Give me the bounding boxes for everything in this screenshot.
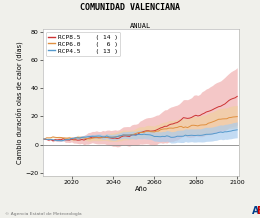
Title: ANUAL: ANUAL xyxy=(130,23,152,29)
Text: © Agencia Estatal de Meteorología: © Agencia Estatal de Meteorología xyxy=(5,212,82,216)
Text: A: A xyxy=(252,206,260,216)
Text: E: E xyxy=(256,206,260,216)
X-axis label: Año: Año xyxy=(134,186,147,192)
Legend: RCP8.5    ( 14 ), RCP6.0    (  6 ), RCP4.5    ( 13 ): RCP8.5 ( 14 ), RCP6.0 ( 6 ), RCP4.5 ( 13… xyxy=(46,32,120,56)
Y-axis label: Cambio duración olas de calor (días): Cambio duración olas de calor (días) xyxy=(15,41,23,164)
Text: COMUNIDAD VALENCIANA: COMUNIDAD VALENCIANA xyxy=(80,3,180,12)
